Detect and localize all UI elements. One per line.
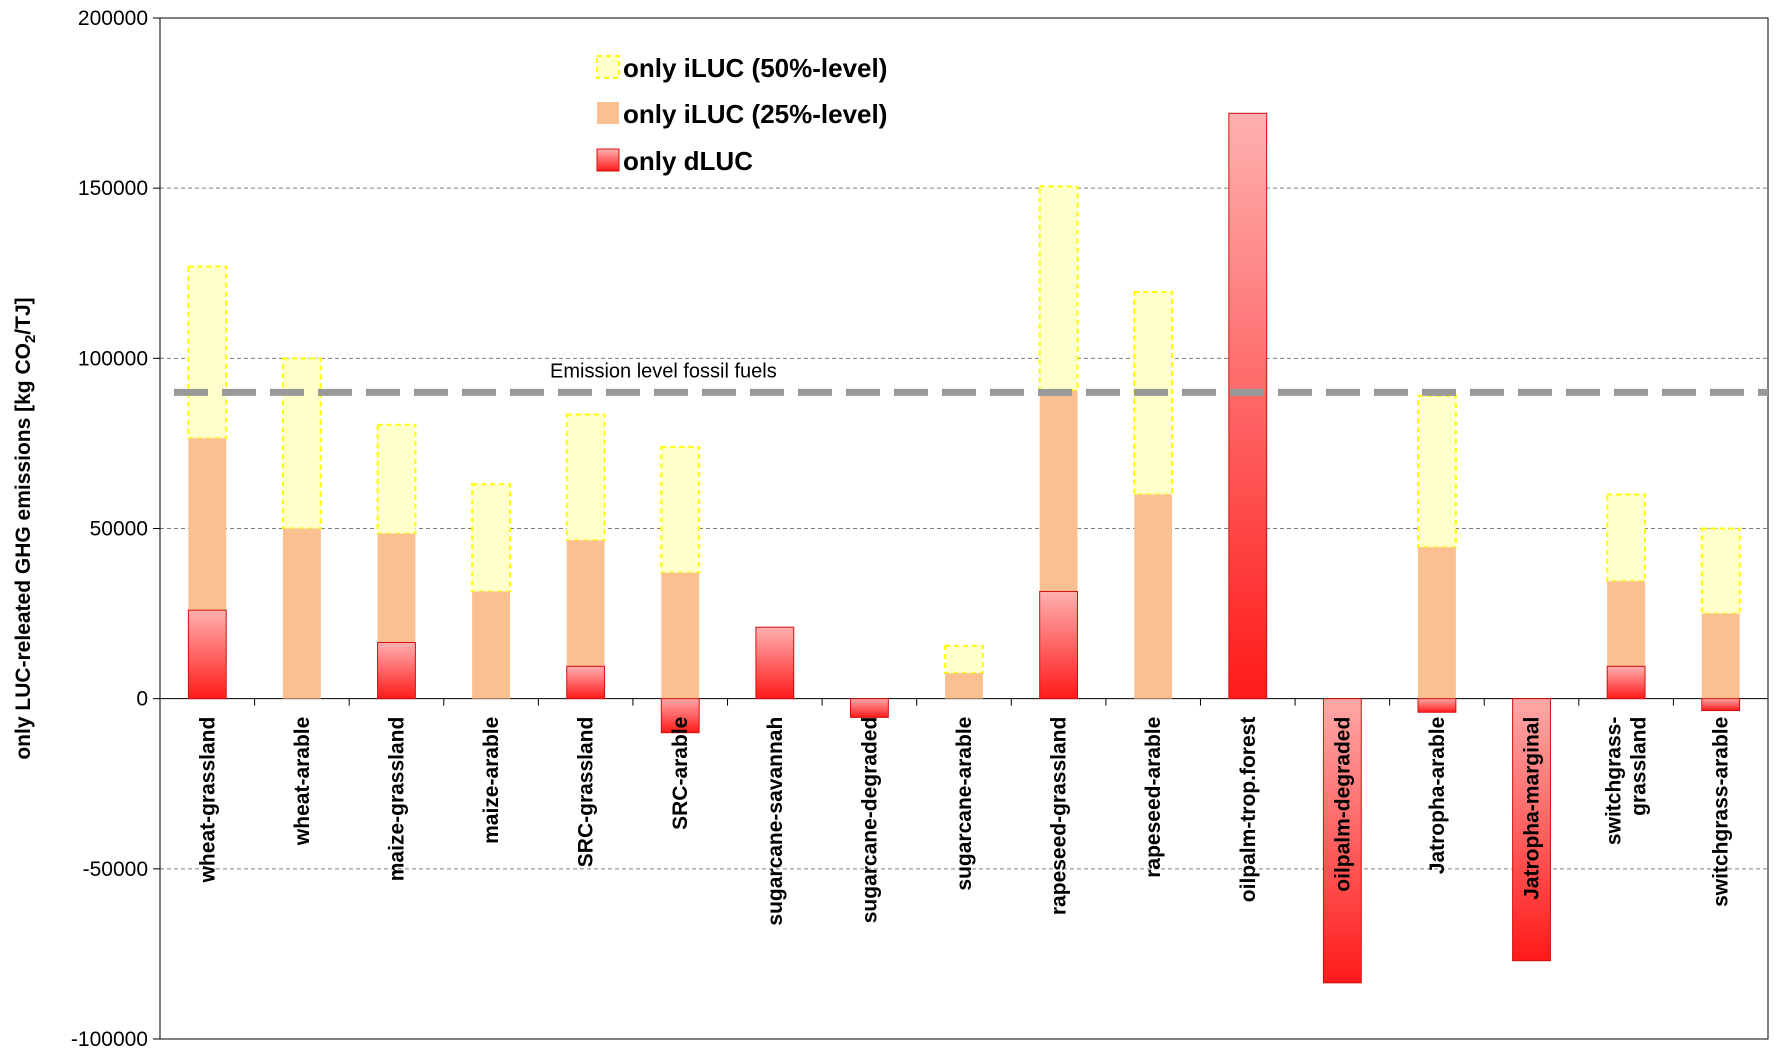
legend-swatch-iluc50 [596, 55, 620, 79]
bar-dluc [660, 698, 700, 734]
bar-dluc [1417, 698, 1457, 713]
y-tick-label: -50000 [83, 858, 148, 881]
x-category-label: sugarcane-savannah [764, 717, 787, 926]
bar-iluc25 [1418, 547, 1456, 699]
bar-iluc50 [1606, 493, 1647, 583]
bars [187, 112, 1741, 984]
y-axis-label-main: only LUC-releated GHG emissions [kg CO [12, 343, 35, 760]
bar-dluc [1322, 698, 1362, 984]
bar-dluc [755, 626, 795, 700]
x-category-label: Jatropha-arable [1426, 717, 1449, 875]
bar-dluc [377, 642, 416, 700]
bar-iluc50 [1038, 185, 1079, 392]
y-axis-ticks: -100000 -50000 0 50000 100000 150000 200000 [71, 7, 1769, 1051]
x-category-label: maize-arable [480, 717, 503, 844]
reference-line-label: Emission level fossil fuels [550, 360, 777, 382]
bar-iluc25 [1039, 390, 1078, 592]
bar-dluc [1228, 112, 1268, 700]
bar-iluc25 [188, 438, 227, 611]
legend: only iLUC (50%-level) only iLUC (25%-lev… [596, 53, 887, 176]
y-axis-label-subscript: 2 [22, 335, 39, 343]
bar-dluc [1606, 665, 1646, 700]
bar-iluc50 [660, 445, 701, 574]
bar-iluc25 [1701, 613, 1740, 699]
bar-iluc25 [1134, 494, 1173, 699]
y-tick-label: 100000 [78, 347, 148, 370]
bar-iluc50 [944, 644, 984, 675]
y-tick-label: 200000 [78, 7, 148, 30]
x-category-label: SRC-grassland [575, 717, 598, 868]
bar-dluc [566, 665, 606, 700]
x-category-label: wheat-arable [291, 717, 314, 846]
legend-swatch-dluc [596, 148, 620, 172]
x-category-label: switchgrass- [1603, 717, 1626, 845]
bar-iluc25 [661, 572, 700, 699]
x-category-label: Jatropha-marginal [1521, 717, 1544, 900]
x-category-label: rapeseed-grassland [1048, 717, 1071, 915]
bar-iluc50 [1700, 527, 1741, 615]
bar-iluc50 [281, 357, 322, 530]
y-tick-label: 0 [136, 688, 148, 711]
bar-dluc [849, 698, 889, 718]
x-category-label: oilpalm-trop.forest [1237, 717, 1260, 903]
legend-label-iluc25: only iLUC (25%-level) [623, 99, 887, 129]
x-category-label: wheat-grassland [196, 717, 219, 884]
bar-iluc25 [945, 673, 983, 699]
bar-dluc [1512, 698, 1551, 962]
y-tick-label: 50000 [90, 518, 148, 541]
bar-dluc [1701, 698, 1741, 712]
bar-iluc25 [282, 528, 321, 699]
y-tick-label: 150000 [78, 177, 148, 200]
x-category-label: maize-grassland [385, 717, 408, 882]
x-category-label: sugarcane-degraded [858, 717, 881, 924]
bar-iluc25 [377, 533, 416, 643]
reference-line-group: Emission level fossil fuels [174, 360, 1768, 396]
y-axis-label: only LUC-releated GHG emissions [kg CO2/… [12, 297, 39, 759]
bar-iluc25 [566, 540, 605, 667]
x-category-label: rapeseed-arable [1142, 717, 1165, 878]
legend-swatch-iluc25 [597, 102, 619, 124]
y-axis-label-tail: /TJ] [12, 297, 35, 334]
x-axis-labels: wheat-grassland wheat-arable maize-grassla… [196, 717, 1732, 926]
x-category-label: sugarcane-arable [953, 717, 976, 891]
bar-iluc25 [1607, 581, 1646, 667]
bar-iluc50 [187, 265, 228, 440]
x-category-label: switchgrass-arable [1710, 717, 1733, 907]
x-category-label: oilpalm-degraded [1331, 717, 1354, 892]
x-category-label: SRC-arable [669, 717, 692, 830]
bar-dluc [187, 609, 227, 700]
bar-iluc50 [565, 413, 606, 542]
bar-dluc [1039, 590, 1079, 700]
legend-label-iluc50: only iLUC (50%-level) [623, 53, 887, 83]
x-category-label: grassland [1628, 717, 1651, 816]
y-tick-label: -100000 [71, 1028, 148, 1051]
bar-iluc25 [472, 591, 510, 699]
bar-iluc50 [1417, 394, 1457, 549]
bar-iluc50 [376, 423, 417, 535]
legend-label-dluc: only dLUC [623, 146, 753, 176]
bar-iluc50 [471, 483, 511, 593]
